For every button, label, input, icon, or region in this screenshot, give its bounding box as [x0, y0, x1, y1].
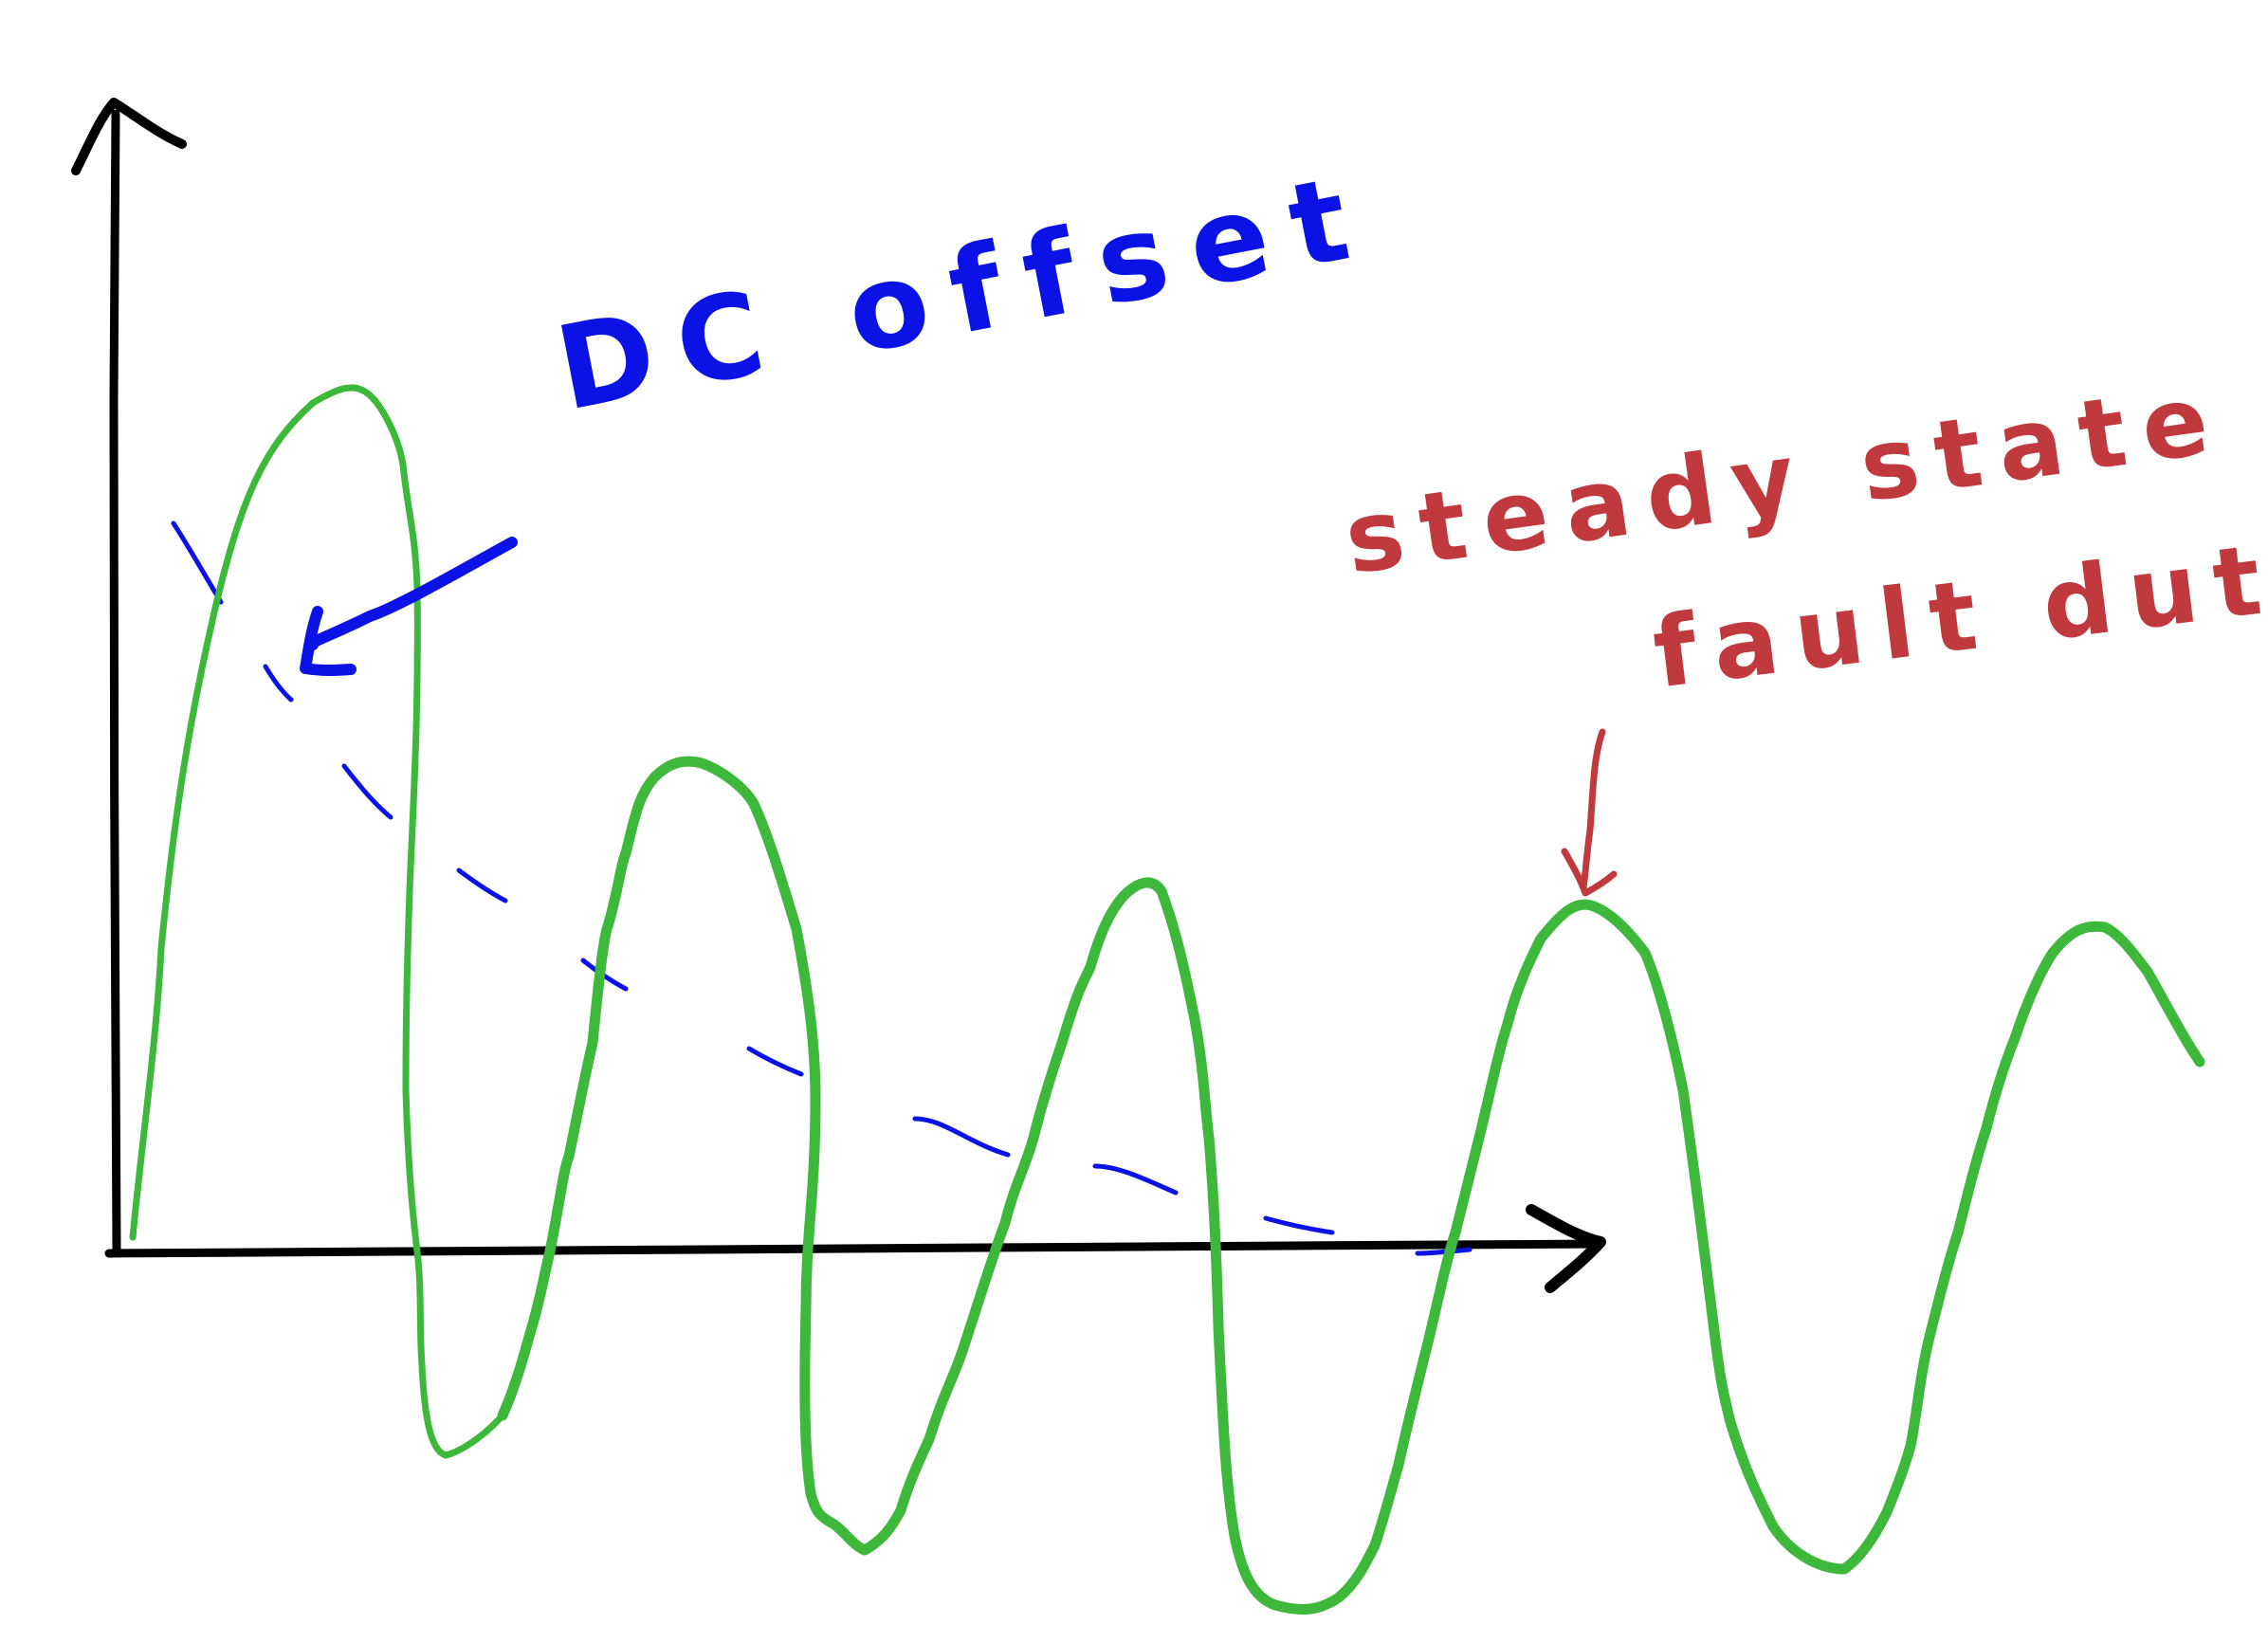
- dc-offset-curve: [171, 520, 1472, 1256]
- dc-offset-arrow: [300, 537, 518, 676]
- steady-state-arrow: [1561, 728, 1618, 897]
- waveform-steady: [497, 756, 2205, 1615]
- fault-current-waveform: [129, 384, 2205, 1615]
- x-axis-arrowhead-icon: [1526, 1204, 1606, 1293]
- y-axis-arrowhead-icon: [71, 98, 187, 175]
- waveform-first-cycle: [129, 384, 506, 1459]
- y-axis: [109, 109, 121, 1254]
- x-axis: [104, 1239, 1602, 1258]
